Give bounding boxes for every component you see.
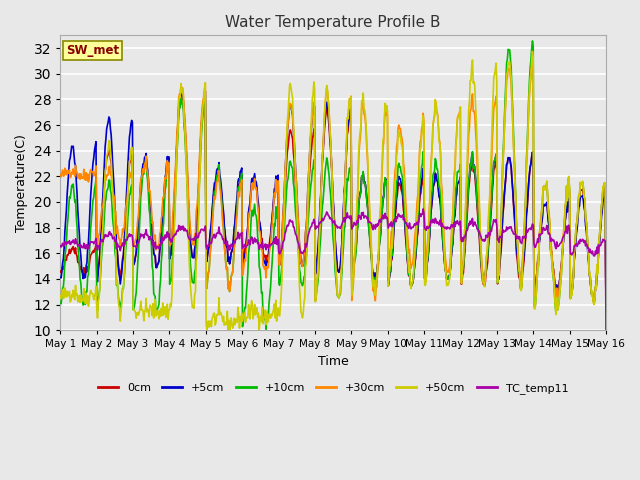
Legend: 0cm, +5cm, +10cm, +30cm, +50cm, TC_temp11: 0cm, +5cm, +10cm, +30cm, +50cm, TC_temp1… [93, 379, 573, 398]
Text: SW_met: SW_met [66, 44, 119, 57]
Y-axis label: Temperature(C): Temperature(C) [15, 134, 28, 232]
Title: Water Temperature Profile B: Water Temperature Profile B [225, 15, 441, 30]
X-axis label: Time: Time [318, 355, 349, 368]
